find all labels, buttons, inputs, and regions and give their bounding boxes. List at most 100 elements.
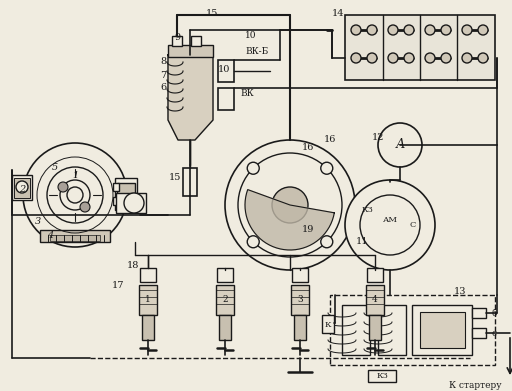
- Bar: [330, 295, 495, 365]
- Circle shape: [441, 25, 451, 35]
- Circle shape: [462, 25, 472, 35]
- Bar: [219, 315, 231, 340]
- Circle shape: [23, 143, 127, 247]
- Bar: [369, 315, 381, 340]
- Text: 8: 8: [160, 57, 166, 66]
- Text: АМ: АМ: [382, 216, 397, 224]
- Text: КЗ: КЗ: [361, 206, 373, 214]
- Circle shape: [272, 187, 308, 223]
- Bar: [217, 268, 233, 282]
- Bar: [216, 285, 234, 315]
- Bar: [378, 305, 406, 355]
- Bar: [168, 45, 213, 57]
- Bar: [113, 183, 119, 191]
- Text: 18: 18: [127, 260, 139, 269]
- Circle shape: [321, 162, 333, 174]
- Text: 15: 15: [169, 174, 181, 183]
- Text: ВК-Б: ВК-Б: [245, 47, 268, 57]
- Circle shape: [478, 25, 488, 35]
- Text: 4: 4: [47, 231, 53, 240]
- Circle shape: [225, 140, 355, 270]
- Circle shape: [16, 181, 28, 193]
- Bar: [472, 328, 486, 338]
- Text: б: б: [491, 308, 497, 317]
- Text: 12: 12: [372, 133, 384, 142]
- Polygon shape: [168, 55, 213, 140]
- Text: 5: 5: [52, 163, 58, 172]
- Circle shape: [378, 123, 422, 167]
- Bar: [191, 36, 201, 46]
- Text: 13: 13: [454, 287, 466, 296]
- Text: 11: 11: [356, 237, 368, 246]
- Circle shape: [247, 236, 259, 248]
- Bar: [172, 36, 182, 46]
- Circle shape: [462, 53, 472, 63]
- Circle shape: [404, 25, 414, 35]
- Bar: [294, 315, 306, 340]
- Circle shape: [404, 53, 414, 63]
- Bar: [345, 15, 495, 80]
- Bar: [12, 175, 32, 200]
- Circle shape: [388, 25, 398, 35]
- Circle shape: [351, 25, 361, 35]
- Text: 10: 10: [245, 30, 257, 39]
- Circle shape: [124, 193, 144, 213]
- Text: КЗ: КЗ: [376, 372, 388, 380]
- Bar: [14, 178, 30, 198]
- Text: 1: 1: [72, 170, 78, 179]
- Bar: [366, 285, 384, 315]
- Bar: [183, 168, 197, 196]
- Bar: [367, 268, 383, 282]
- Text: 7: 7: [160, 70, 166, 79]
- Bar: [218, 60, 234, 82]
- Text: 19: 19: [302, 226, 314, 235]
- Bar: [420, 312, 465, 348]
- Text: с: с: [492, 328, 497, 337]
- Circle shape: [345, 180, 435, 270]
- Text: 6: 6: [160, 84, 166, 93]
- Text: 4: 4: [372, 296, 378, 305]
- Bar: [139, 285, 157, 315]
- Circle shape: [388, 53, 398, 63]
- Bar: [116, 193, 146, 213]
- Circle shape: [321, 236, 333, 248]
- Text: 16: 16: [324, 136, 336, 145]
- Bar: [412, 305, 472, 355]
- Text: ВК: ВК: [240, 88, 253, 97]
- Text: 17: 17: [112, 280, 124, 289]
- Circle shape: [80, 202, 90, 212]
- Circle shape: [58, 182, 68, 192]
- Text: 16: 16: [302, 143, 314, 152]
- Bar: [117, 183, 135, 205]
- Bar: [291, 285, 309, 315]
- Text: 3: 3: [35, 217, 41, 226]
- Text: 3: 3: [297, 296, 303, 305]
- Circle shape: [367, 53, 377, 63]
- Circle shape: [441, 53, 451, 63]
- Text: 1: 1: [145, 296, 151, 305]
- Text: К: К: [325, 321, 331, 329]
- Text: 9: 9: [174, 34, 180, 43]
- Circle shape: [351, 53, 361, 63]
- Text: 2: 2: [222, 296, 228, 305]
- Text: А: А: [395, 138, 405, 151]
- Text: С: С: [410, 221, 416, 229]
- Bar: [50, 235, 100, 241]
- Bar: [113, 197, 119, 205]
- Circle shape: [425, 25, 435, 35]
- Bar: [342, 305, 370, 355]
- Text: 15: 15: [206, 9, 218, 18]
- Text: 2: 2: [19, 185, 25, 194]
- Text: К стартеру: К стартеру: [449, 380, 501, 389]
- Bar: [292, 268, 308, 282]
- Bar: [142, 315, 154, 340]
- Circle shape: [247, 162, 259, 174]
- Circle shape: [425, 53, 435, 63]
- Bar: [140, 268, 156, 282]
- Bar: [40, 230, 110, 242]
- Circle shape: [367, 25, 377, 35]
- Polygon shape: [245, 190, 334, 250]
- Circle shape: [478, 53, 488, 63]
- Bar: [368, 370, 396, 382]
- Bar: [218, 88, 234, 110]
